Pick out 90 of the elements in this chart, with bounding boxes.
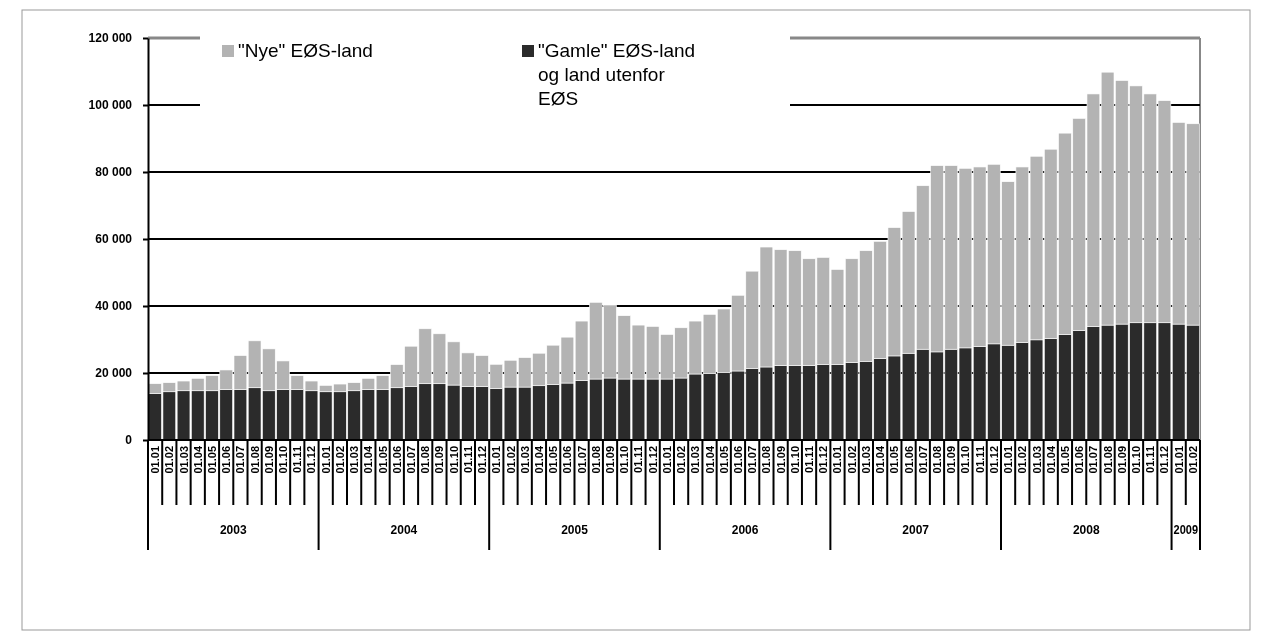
x-tick-label: 01.06 xyxy=(390,446,403,474)
x-tick-label: 01.02 xyxy=(163,446,176,474)
x-tick-label: 01.07 xyxy=(746,446,759,474)
x-tick-label: 01.07 xyxy=(234,446,247,474)
legend-label: "Nye" EØS-land xyxy=(238,40,373,61)
x-tick-label: 01.02 xyxy=(675,446,688,474)
x-tick-label: 01.01 xyxy=(319,446,332,474)
legend-label: "Gamle" EØS-land og land utenfor EØS xyxy=(538,40,696,109)
x-tick-label: 01.02 xyxy=(1186,446,1199,474)
x-tick-label: 01.07 xyxy=(1087,446,1100,474)
x-tick-label: 01.05 xyxy=(547,446,560,474)
x-tick-label: 01.03 xyxy=(689,446,702,474)
x-tick-label: 01.09 xyxy=(1115,446,1128,474)
x-tick-label: 01.11 xyxy=(632,446,645,473)
x-tick-label: 01.11 xyxy=(803,446,816,473)
x-tick-label: 01.08 xyxy=(589,446,602,474)
x-tick-label: 01.05 xyxy=(205,446,218,474)
text: 2003 xyxy=(219,523,247,537)
x-tick-label: 01.08 xyxy=(419,446,432,474)
x-tick-label: 01.11 xyxy=(461,446,474,473)
x-tick-label: 01.03 xyxy=(348,446,361,474)
x-tick-label: 01.05 xyxy=(717,446,730,474)
x-tick-label: 01.01 xyxy=(831,446,844,474)
y-tick-label: 80 000 xyxy=(95,165,133,180)
x-tick-label: 01.09 xyxy=(262,446,275,474)
x-tick-label: 01.02 xyxy=(333,446,346,474)
x-tick-label: 01.05 xyxy=(376,446,389,474)
x-tick-label: 01.06 xyxy=(902,446,915,474)
x-tick-label: 01.05 xyxy=(888,446,901,474)
x-tick-label: 01.04 xyxy=(532,445,545,474)
x-tick-label: 01.06 xyxy=(731,446,744,474)
x-tick-label: 01.01 xyxy=(490,446,503,474)
y-tick-label: 120 000 xyxy=(88,31,133,46)
x-tick-label: 01.10 xyxy=(1130,446,1143,474)
x-tick-label: 01.06 xyxy=(561,446,574,474)
x-tick-label: 01.12 xyxy=(1158,446,1171,474)
x-tick-label: 01.03 xyxy=(177,446,190,474)
x-tick-label: 01.02 xyxy=(845,446,858,474)
text: 2009 xyxy=(1173,523,1201,537)
text: 2008 xyxy=(1072,523,1100,537)
x-tick-label: 01.01 xyxy=(1172,446,1185,474)
x-tick-label: 01.09 xyxy=(774,446,787,474)
x-tick-label: 01.04 xyxy=(874,445,887,474)
x-tick-label: 01.03 xyxy=(1030,446,1043,474)
x-tick-label: 01.03 xyxy=(859,446,872,474)
y-tick-label: 100 000 xyxy=(88,98,133,113)
x-tick-label: 01.12 xyxy=(646,446,659,474)
x-tick-label: 01.12 xyxy=(476,446,489,474)
text: 2005 xyxy=(561,523,589,537)
x-tick-label: 01.11 xyxy=(291,446,304,473)
y-tick-label: 20 000 xyxy=(95,366,133,381)
x-tick-label: 01.10 xyxy=(618,446,631,474)
y-tick-label: 40 000 xyxy=(95,299,133,314)
x-tick-label: 01.07 xyxy=(575,446,588,474)
x-tick-label: 01.04 xyxy=(1044,445,1057,474)
x-tick-label: 01.01 xyxy=(660,446,673,474)
x-tick-label: 01.09 xyxy=(433,446,446,474)
x-tick-label: 01.08 xyxy=(248,446,261,474)
x-tick-label: 01.06 xyxy=(1073,446,1086,474)
x-tick-label: 01.02 xyxy=(1016,446,1029,474)
x-tick-label: 01.10 xyxy=(959,446,972,474)
x-tick-label: 01.08 xyxy=(1101,446,1114,474)
x-tick-label: 01.03 xyxy=(518,446,531,474)
x-tick-label: 01.09 xyxy=(604,446,617,474)
x-tick-label: 01.07 xyxy=(405,446,417,474)
x-tick-label: 01.01 xyxy=(149,446,162,474)
text: 2007 xyxy=(902,523,930,537)
y-tick-label: 60 000 xyxy=(95,232,133,247)
x-tick-label: 01.04 xyxy=(703,445,716,474)
x-tick-label: 01.06 xyxy=(220,446,233,474)
x-tick-label: 01.11 xyxy=(1144,446,1157,473)
x-tick-label: 01.10 xyxy=(788,446,801,474)
x-tick-label: 01.12 xyxy=(987,446,1000,474)
x-tick-label: 01.07 xyxy=(916,446,929,474)
x-tick-label: 01.04 xyxy=(191,445,204,474)
x-tick-label: 01.08 xyxy=(931,446,943,474)
text: 2006 xyxy=(731,523,759,537)
x-tick-label: 01.12 xyxy=(817,446,830,474)
x-tick-label: 01.09 xyxy=(945,446,958,474)
x-tick-label: 01.10 xyxy=(277,446,290,474)
text: 2004 xyxy=(390,523,418,537)
x-tick-label: 01.05 xyxy=(1058,446,1071,474)
x-tick-label: 01.12 xyxy=(305,446,318,474)
x-tick-label: 01.11 xyxy=(973,446,986,473)
x-tick-label: 01.04 xyxy=(362,445,375,474)
x-tick-label: 01.08 xyxy=(760,446,773,474)
x-tick-label: 01.02 xyxy=(504,446,517,474)
x-tick-label: 01.10 xyxy=(447,446,460,474)
y-tick-label: 0 xyxy=(125,433,133,448)
x-tick-label: 01.01 xyxy=(1002,446,1015,474)
